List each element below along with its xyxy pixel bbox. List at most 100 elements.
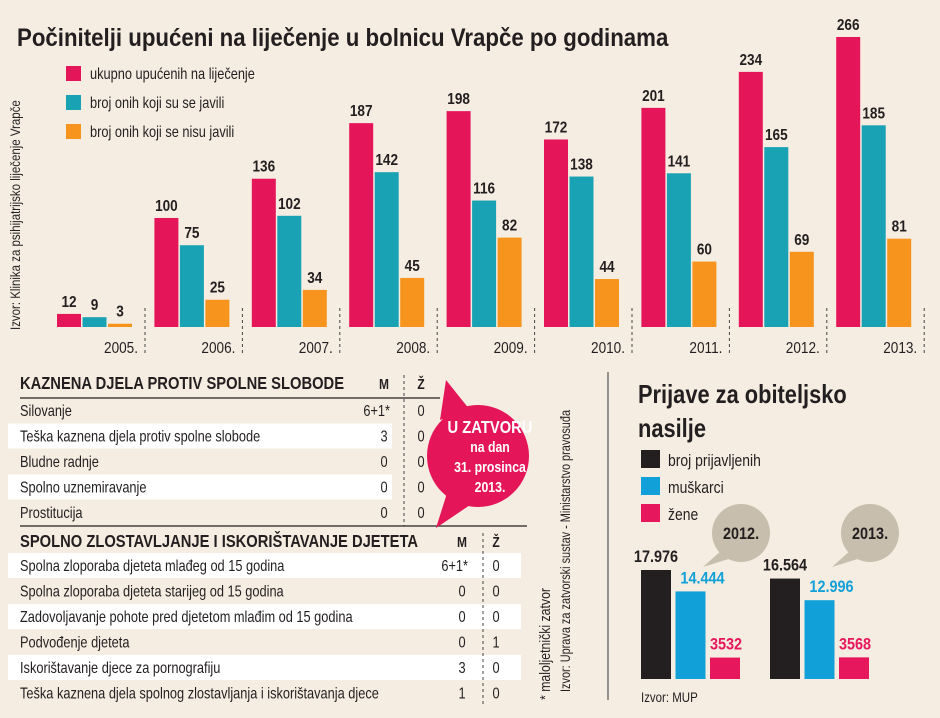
column-header-z: Ž [492, 534, 499, 551]
chart-title: nasilje [638, 414, 706, 443]
callout-tail [436, 380, 470, 528]
bar-value-label: 34 [307, 270, 323, 287]
table-cell-m: 0 [380, 505, 387, 523]
chart-title: Počinitelji upućeni na liječenje u bolni… [17, 25, 669, 52]
table-cell-z: 0 [417, 428, 424, 446]
table-row-label: Teška kaznena djela spolnog zlostavljanj… [20, 685, 379, 703]
bar-value-label: 138 [570, 157, 593, 174]
x-tick-label: 2005. [104, 340, 138, 357]
x-tick-label: 2009. [494, 340, 528, 357]
bar-value-label: 17.976 [634, 548, 678, 566]
table-row-stripe [8, 604, 521, 629]
table-row-label: Bludne radnje [20, 454, 99, 472]
table-cell-m: 6+1* [363, 403, 390, 421]
table-cell-z: 0 [417, 479, 424, 497]
table-cell-m: 6+1* [441, 558, 468, 576]
bar [764, 147, 789, 327]
bar-value-label: 45 [405, 258, 420, 275]
bar-value-label: 136 [252, 159, 275, 176]
year-label: 2012. [723, 525, 759, 543]
legend-label: žene [668, 506, 698, 525]
table-row-label: Silovanje [20, 403, 72, 421]
table-cell-m: 0 [458, 583, 465, 601]
x-tick-label: 2008. [396, 340, 430, 357]
chart-source: Izvor: MUP [641, 689, 698, 705]
table-cell-m: 3 [458, 660, 465, 678]
callout-bubble [427, 405, 529, 507]
domestic-violence-chart: Prijave za obiteljsko nasilje broj prijavl… [634, 380, 899, 705]
table-row-label: Zadovoljavanje pohote pred djetetom mlađ… [20, 609, 353, 627]
bar [446, 111, 471, 327]
bar-value-label: 198 [447, 91, 470, 108]
bar-value-label: 69 [794, 232, 809, 249]
bar-value-label: 16.564 [763, 557, 807, 575]
bar [179, 245, 204, 327]
callout-text: na dan [470, 439, 510, 455]
bar-value-label: 141 [668, 153, 691, 170]
bar-value-label: 201 [642, 88, 665, 105]
table-cell-z: 0 [492, 685, 499, 703]
bar [692, 261, 717, 327]
tables-source: Izvor: Uprava za zatvorski sustav - Mini… [558, 410, 574, 692]
bar-value-label: 116 [473, 181, 495, 198]
bar [108, 323, 132, 327]
bar [675, 591, 706, 679]
bar-value-label: 9 [91, 297, 99, 314]
bar-value-label: 3532 [710, 636, 742, 654]
table-cell-z: 0 [492, 583, 499, 601]
table-cell-m: 0 [458, 609, 465, 627]
bar [544, 139, 568, 327]
bar-value-label: 60 [697, 242, 712, 259]
bar [472, 200, 497, 327]
bar [497, 237, 522, 327]
legend-swatch [66, 124, 81, 139]
table-cell-z: 0 [492, 558, 499, 576]
bar-value-label: 3 [116, 304, 124, 321]
bar-value-label: 102 [278, 196, 301, 213]
table-cell-z: 0 [417, 505, 424, 523]
table-title: SPOLNO ZLOSTAVLJANJE I ISKORIŠTAVANJE DJ… [20, 531, 418, 552]
callout-text: U ZATVORU [448, 418, 533, 438]
table-cell-z: 0 [417, 454, 424, 472]
footnote: * maloljetnički zatvor [537, 588, 553, 700]
table-cell-m: 0 [380, 479, 387, 497]
chart-source: Izvor: Klinika za psihijatrijsko liječen… [7, 100, 23, 330]
year-bubble [712, 504, 770, 562]
bar-value-label: 165 [765, 127, 788, 144]
bar [154, 217, 179, 327]
legend-swatch [641, 450, 660, 468]
bar [836, 37, 861, 327]
table-row-label: Spolna zloporaba djeteta mlađeg od 15 go… [20, 558, 285, 576]
bar [251, 178, 276, 327]
table-row-stripe [8, 474, 392, 500]
top-bar-chart: Počinitelji upućeni na liječenje u bolni… [7, 17, 925, 357]
x-tick-label: 2010. [591, 340, 625, 357]
table-row-stripe [8, 655, 521, 680]
bar-value-label: 266 [837, 17, 860, 34]
column-header-z: Ž [417, 376, 424, 393]
bar [738, 71, 763, 328]
table-row-stripe [8, 553, 521, 578]
table-row-stripe [8, 423, 392, 449]
bar [277, 215, 302, 327]
chart-title: Prijave za obiteljsko [638, 380, 847, 409]
legend-swatch [66, 95, 81, 110]
callout-text: 31. prosinca [454, 459, 526, 475]
legend-label: broj onih koji se nisu javili [90, 124, 234, 142]
bar [666, 173, 691, 327]
year-bubble [841, 504, 899, 562]
legend-label: muškarci [668, 479, 724, 498]
table-cell-m: 1 [458, 685, 465, 703]
legend-swatch [66, 66, 81, 81]
bar [82, 317, 107, 327]
column-header-m: M [457, 534, 467, 551]
bar [205, 299, 230, 327]
bar-value-label: 44 [599, 259, 615, 276]
column-header-m: M [379, 376, 389, 393]
table-row-label: Spolno uznemiravanje [20, 479, 146, 497]
bar-value-label: 82 [502, 218, 517, 235]
bar-value-label: 75 [184, 225, 199, 242]
table-cell-z: 1 [492, 634, 499, 652]
